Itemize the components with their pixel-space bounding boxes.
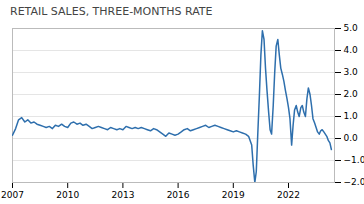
svg-text:0.0: 0.0 xyxy=(344,133,359,143)
svg-text:2022: 2022 xyxy=(277,190,300,200)
svg-text:2.0: 2.0 xyxy=(344,89,359,99)
svg-text:2019: 2019 xyxy=(222,190,245,200)
svg-text:2010: 2010 xyxy=(56,190,79,200)
svg-text:4.0: 4.0 xyxy=(344,45,359,55)
svg-text:2007: 2007 xyxy=(1,190,24,200)
svg-text:3.0: 3.0 xyxy=(344,67,359,77)
svg-text:−1.0: −1.0 xyxy=(344,155,364,165)
svg-text:−2.0: −2.0 xyxy=(344,177,364,187)
html-text:RETAIL SALES, THREE-MONTHS RAT: RETAIL SALES, THREE-MONTHS RATE xyxy=(10,5,213,18)
svg-text:2013: 2013 xyxy=(111,190,134,200)
svg-text:1.0: 1.0 xyxy=(344,111,359,121)
svg-text:5.0: 5.0 xyxy=(344,23,359,33)
svg-text:2016: 2016 xyxy=(167,190,190,200)
